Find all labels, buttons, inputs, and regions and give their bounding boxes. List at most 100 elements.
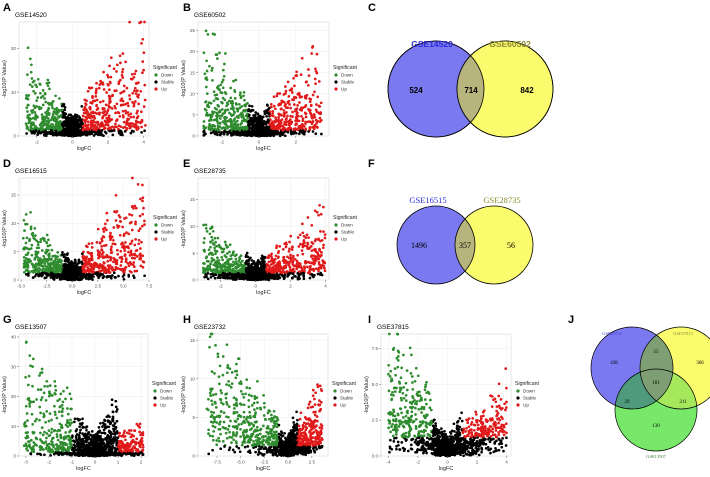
point-stable xyxy=(112,129,116,132)
point-stable xyxy=(294,131,298,135)
point-up xyxy=(100,252,104,256)
point-down xyxy=(233,111,236,114)
point-stable xyxy=(66,119,69,122)
point-stable xyxy=(265,114,268,118)
point-down xyxy=(236,109,240,113)
point-up xyxy=(106,123,110,127)
point-down xyxy=(210,115,214,118)
y-axis-label: -log10(P Value) xyxy=(2,60,8,98)
point-down xyxy=(220,127,224,130)
point-up xyxy=(311,46,314,49)
point-up xyxy=(97,256,100,260)
point-stable xyxy=(51,131,54,135)
point-stable xyxy=(60,122,64,126)
point-up xyxy=(287,99,291,103)
point-stable xyxy=(73,265,77,269)
point-down xyxy=(46,84,50,88)
point-down xyxy=(243,98,246,102)
point-down xyxy=(238,128,242,132)
point-up xyxy=(104,103,108,107)
legend-item-stable: Stable xyxy=(161,80,174,85)
point-up xyxy=(102,88,106,91)
point-stable xyxy=(63,263,67,266)
point-stable xyxy=(278,134,282,138)
point-stable xyxy=(99,272,102,276)
point-up xyxy=(308,97,311,101)
point-up xyxy=(109,56,113,60)
point-stable xyxy=(264,122,268,126)
point-down xyxy=(37,246,41,250)
point-up xyxy=(108,264,112,267)
y-tick-label: 25 xyxy=(190,28,196,33)
point-down xyxy=(47,238,50,242)
point-up xyxy=(129,241,133,245)
point-stable xyxy=(77,115,81,118)
point-stable xyxy=(122,273,126,277)
point-down xyxy=(242,115,245,119)
point-up xyxy=(116,252,120,256)
point-stable xyxy=(66,274,69,278)
point-up xyxy=(96,249,100,252)
point-up xyxy=(130,228,134,232)
point-stable xyxy=(47,131,51,134)
point-stable xyxy=(87,274,91,277)
point-stable xyxy=(92,134,96,137)
point-stable xyxy=(70,260,73,263)
point-down xyxy=(30,77,34,80)
point-down xyxy=(24,260,28,264)
point-up xyxy=(116,248,119,252)
point-up xyxy=(294,123,297,127)
point-up xyxy=(95,241,99,244)
point-up xyxy=(84,115,88,119)
point-stable xyxy=(256,112,260,116)
point-up xyxy=(292,128,296,131)
point-stable xyxy=(66,252,69,255)
point-up xyxy=(108,80,112,84)
point-stable xyxy=(96,133,100,137)
point-stable xyxy=(289,129,293,133)
point-down xyxy=(213,93,217,97)
point-stable xyxy=(56,273,60,276)
point-stable xyxy=(268,134,272,137)
point-up xyxy=(137,238,141,242)
point-down xyxy=(221,101,224,105)
point-up xyxy=(275,246,278,250)
x-tick-label: 2.5 xyxy=(95,284,102,289)
point-stable xyxy=(283,134,287,138)
point-up xyxy=(279,103,283,106)
point-stable xyxy=(204,132,207,136)
point-up xyxy=(316,95,320,99)
point-up xyxy=(320,118,323,122)
point-up xyxy=(87,112,91,116)
point-down xyxy=(47,119,50,123)
point-stable xyxy=(71,127,74,131)
point-down xyxy=(229,107,233,110)
point-stable xyxy=(64,124,68,128)
point-down xyxy=(224,108,227,112)
point-stable xyxy=(281,131,285,135)
point-down xyxy=(237,102,241,106)
point-up xyxy=(296,92,300,96)
point-up xyxy=(105,253,109,257)
point-up xyxy=(134,206,138,210)
point-up xyxy=(300,249,304,252)
point-down xyxy=(232,127,236,131)
point-up xyxy=(142,68,145,72)
point-up xyxy=(88,107,92,111)
point-down xyxy=(218,51,221,55)
point-down xyxy=(56,263,60,266)
point-up xyxy=(119,249,123,253)
point-up xyxy=(97,86,101,90)
point-stable xyxy=(32,130,35,133)
point-down xyxy=(35,239,39,243)
point-up xyxy=(311,116,314,120)
point-up xyxy=(280,99,284,103)
point-stable xyxy=(75,130,79,133)
point-down xyxy=(203,250,206,253)
point-up xyxy=(114,219,118,222)
point-up xyxy=(106,259,110,263)
y-tick-label: 0 xyxy=(13,134,16,139)
point-up xyxy=(314,108,318,112)
point-down xyxy=(23,262,27,266)
